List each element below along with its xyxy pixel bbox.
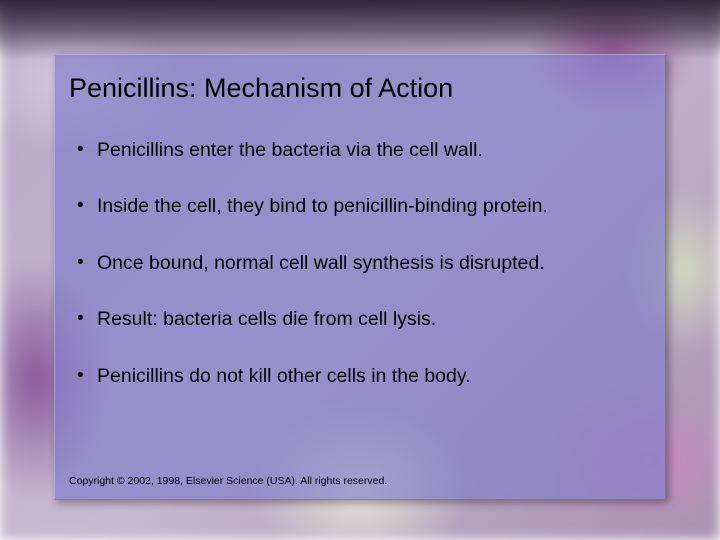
bullet-item: Penicillins do not kill other cells in t… xyxy=(77,364,651,388)
slide-title: Penicillins: Mechanism of Action xyxy=(69,73,651,104)
bullet-item: Once bound, normal cell wall synthesis i… xyxy=(77,251,651,275)
bullet-list: Penicillins enter the bacteria via the c… xyxy=(69,138,651,388)
background-vignette xyxy=(0,0,720,60)
copyright-text: Copyright © 2002, 1998, Elsevier Science… xyxy=(69,475,387,487)
bullet-item: Inside the cell, they bind to penicillin… xyxy=(77,194,651,218)
bullet-item: Result: bacteria cells die from cell lys… xyxy=(77,307,651,331)
slide-panel: Penicillins: Mechanism of Action Penicil… xyxy=(54,54,666,500)
bullet-item: Penicillins enter the bacteria via the c… xyxy=(77,138,651,162)
